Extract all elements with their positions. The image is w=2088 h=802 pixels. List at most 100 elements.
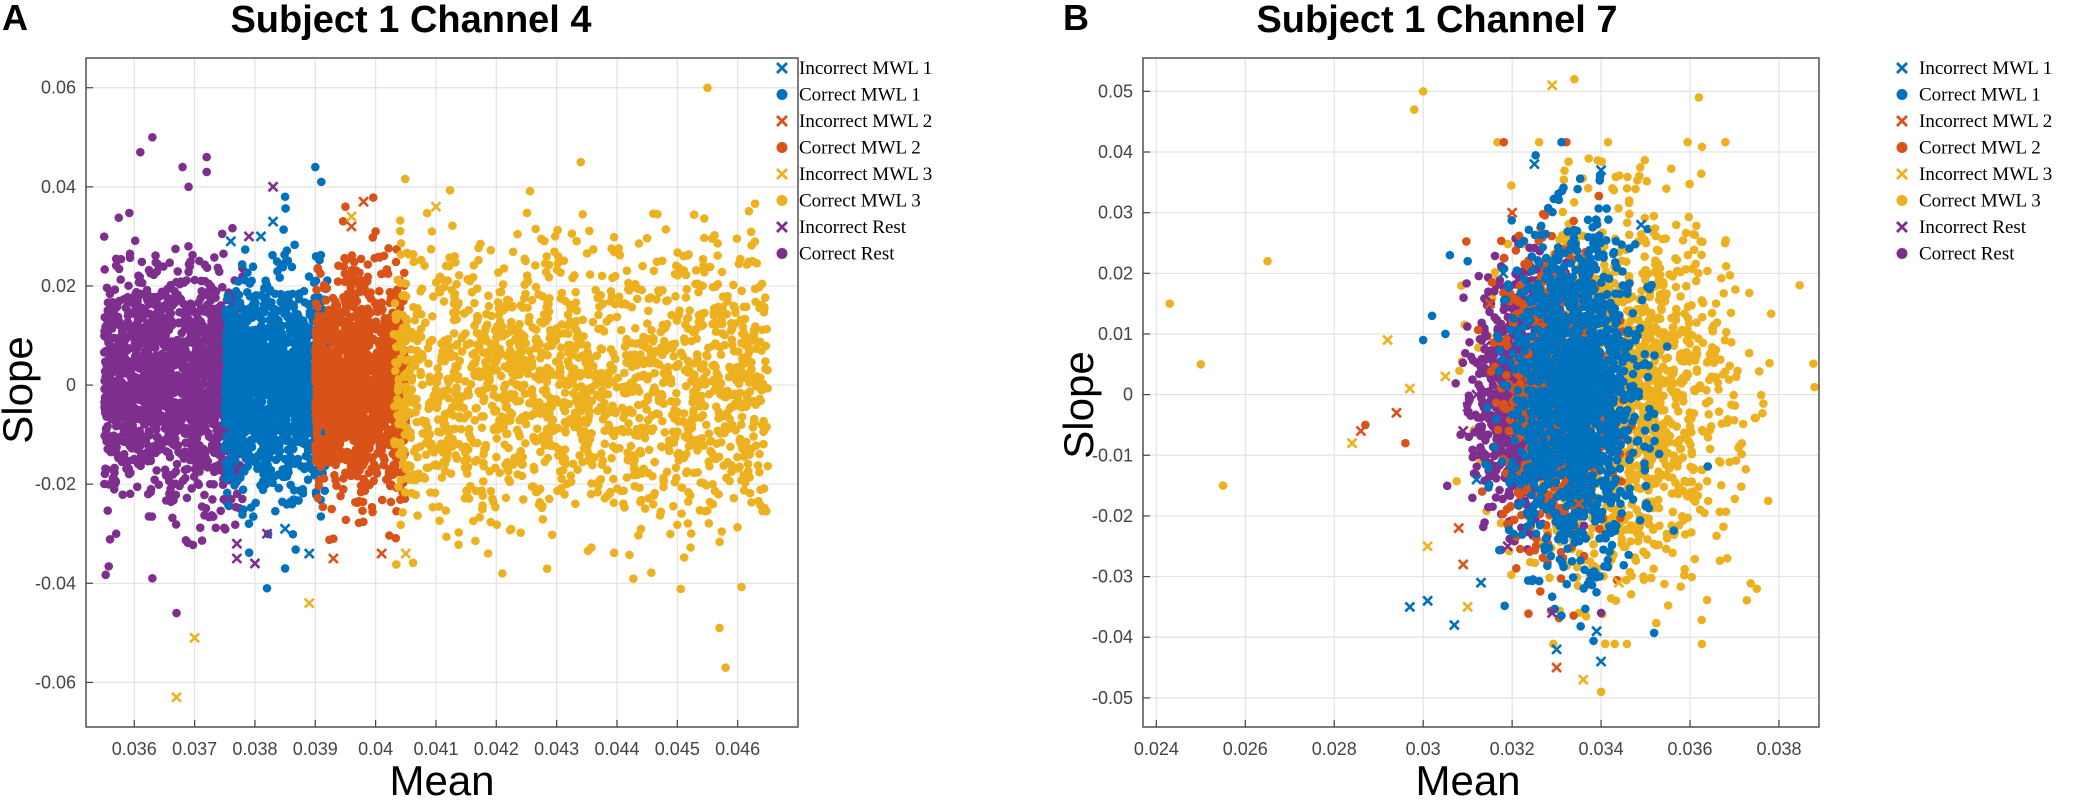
scatter-point-correct-mwl-2 xyxy=(321,311,331,320)
scatter-point-correct-mwl-3 xyxy=(737,412,747,422)
scatter-point-correct-rest xyxy=(192,379,201,389)
scatter-point-correct-mwl-1 xyxy=(289,302,299,312)
scatter-point-correct-rest xyxy=(179,361,189,370)
scatter-point-correct-rest xyxy=(197,536,207,545)
scatter-point-correct-mwl-3 xyxy=(483,549,493,558)
scatter-point-correct-mwl-1 xyxy=(268,250,277,260)
scatter-point-correct-mwl-3 xyxy=(691,279,700,289)
scatter-point-correct-rest xyxy=(152,335,162,344)
scatter-point-correct-rest xyxy=(119,358,129,368)
scatter-point-correct-rest xyxy=(206,337,215,346)
scatter-point-correct-mwl-2 xyxy=(345,277,355,287)
scatter-point-correct-mwl-3 xyxy=(733,523,742,532)
scatter-point-correct-mwl-2 xyxy=(355,287,364,297)
scatter-point-correct-mwl-2 xyxy=(332,318,341,328)
scatter-point-correct-mwl-2 xyxy=(327,504,337,514)
scatter-point-correct-mwl-3 xyxy=(671,463,681,473)
scatter-point-correct-rest xyxy=(127,414,137,423)
scatter-point-correct-mwl-2 xyxy=(375,414,384,423)
scatter-point-correct-mwl-2 xyxy=(319,474,329,483)
scatter-point-correct-mwl-2 xyxy=(372,380,382,390)
scatter-point-correct-rest xyxy=(204,279,213,288)
scatter-point-correct-rest xyxy=(188,250,197,260)
scatter-point-correct-rest xyxy=(160,401,170,411)
scatter-point-correct-rest xyxy=(153,307,163,317)
scatter-point-correct-rest xyxy=(159,393,169,402)
scatter-point-correct-mwl-1 xyxy=(267,310,277,320)
scatter-point-correct-rest xyxy=(140,346,150,356)
scatter-point-correct-mwl-2 xyxy=(313,302,323,312)
scatter-point-correct-rest xyxy=(171,244,180,254)
scatter-point-correct-mwl-2 xyxy=(322,346,331,356)
scatter-point-correct-mwl-2 xyxy=(313,398,322,407)
scatter-point-correct-rest xyxy=(99,348,109,357)
scatter-point-correct-rest xyxy=(127,444,137,453)
scatter-point-correct-mwl-3 xyxy=(704,518,714,528)
scatter-point-correct-mwl-2 xyxy=(342,296,352,306)
scatter-point-correct-mwl-2 xyxy=(312,317,322,327)
scatter-point-correct-mwl-2 xyxy=(371,318,381,328)
scatter-point-correct-rest xyxy=(106,447,116,457)
scatter-point-correct-mwl-1 xyxy=(271,435,281,445)
scatter-point-correct-mwl-2 xyxy=(385,287,395,297)
scatter-point-correct-rest xyxy=(165,258,175,268)
scatter-point-correct-mwl-2 xyxy=(399,268,409,278)
scatter-point-correct-mwl-1 xyxy=(290,414,300,423)
scatter-point-correct-rest xyxy=(108,473,118,483)
scatter-point-correct-mwl-1 xyxy=(272,397,282,406)
scatter-point-correct-rest xyxy=(171,414,181,424)
scatter-point-correct-mwl-1 xyxy=(279,413,289,423)
scatter-point-correct-mwl-2 xyxy=(334,261,343,271)
scatter-point-correct-rest xyxy=(136,147,145,157)
scatter-point-correct-mwl-3 xyxy=(715,537,724,547)
scatter-point-correct-rest xyxy=(101,570,110,580)
scatter-point-correct-rest xyxy=(154,292,164,302)
scatter-point-correct-rest xyxy=(194,256,204,266)
scatter-point-correct-rest xyxy=(151,393,160,402)
scatter-point-correct-mwl-2 xyxy=(352,331,361,341)
scatter-point-correct-mwl-2 xyxy=(386,374,396,384)
scatter-point-correct-mwl-1 xyxy=(222,413,232,422)
scatter-point-correct-rest xyxy=(171,479,180,488)
scatter-point-correct-rest xyxy=(204,386,214,395)
scatter-point-correct-mwl-1 xyxy=(222,488,232,498)
scatter-point-correct-rest xyxy=(211,330,221,339)
scatter-point-correct-mwl-2 xyxy=(359,362,369,372)
scatter-point-correct-mwl-1 xyxy=(282,500,292,509)
scatter-point-correct-rest xyxy=(219,249,228,259)
scatter-point-correct-mwl-1 xyxy=(273,374,282,384)
scatter-point-correct-mwl-2 xyxy=(359,474,368,484)
scatter-point-correct-rest xyxy=(130,236,140,246)
scatter-point-correct-rest xyxy=(190,397,200,406)
scatter-point-correct-rest xyxy=(214,460,224,470)
scatter-point-correct-mwl-3 xyxy=(427,227,437,236)
scatter-point-correct-rest xyxy=(151,351,160,361)
scatter-point-correct-mwl-1 xyxy=(262,293,271,303)
scatter-point-correct-mwl-1 xyxy=(271,455,281,465)
scatter-point-correct-mwl-1 xyxy=(250,343,259,352)
scatter-point-correct-rest xyxy=(125,249,135,259)
scatter-point-correct-rest xyxy=(104,310,114,320)
scatter-point-correct-mwl-1 xyxy=(281,204,290,213)
scatter-point-correct-rest xyxy=(126,330,136,339)
scatter-point-correct-mwl-1 xyxy=(280,564,290,573)
scatter-point-correct-mwl-1 xyxy=(260,465,270,475)
scatter-point-correct-mwl-1 xyxy=(290,362,300,372)
scatter-point-correct-mwl-1 xyxy=(221,338,231,347)
scatter-point-correct-rest xyxy=(197,502,207,511)
chart-title-a: Subject 1 Channel 4 xyxy=(230,0,591,41)
scatter-point-correct-rest xyxy=(135,324,145,333)
scatter-point-correct-mwl-3 xyxy=(763,461,773,471)
scatter-point-correct-mwl-2 xyxy=(350,431,360,440)
scatter-point-correct-mwl-1 xyxy=(268,427,278,437)
scatter-point-correct-rest xyxy=(172,459,182,469)
scatter-point-correct-rest xyxy=(196,456,206,466)
scatter-point-correct-mwl-2 xyxy=(340,414,350,423)
scatter-point-correct-rest xyxy=(175,385,185,394)
scatter-point-correct-rest xyxy=(99,232,109,241)
scatter-point-correct-mwl-2 xyxy=(357,421,366,430)
scatter-point-correct-rest xyxy=(119,428,128,438)
scatter-point-correct-rest xyxy=(179,454,189,463)
scatter-point-correct-mwl-1 xyxy=(279,225,288,234)
scatter-point-correct-rest xyxy=(179,399,188,408)
